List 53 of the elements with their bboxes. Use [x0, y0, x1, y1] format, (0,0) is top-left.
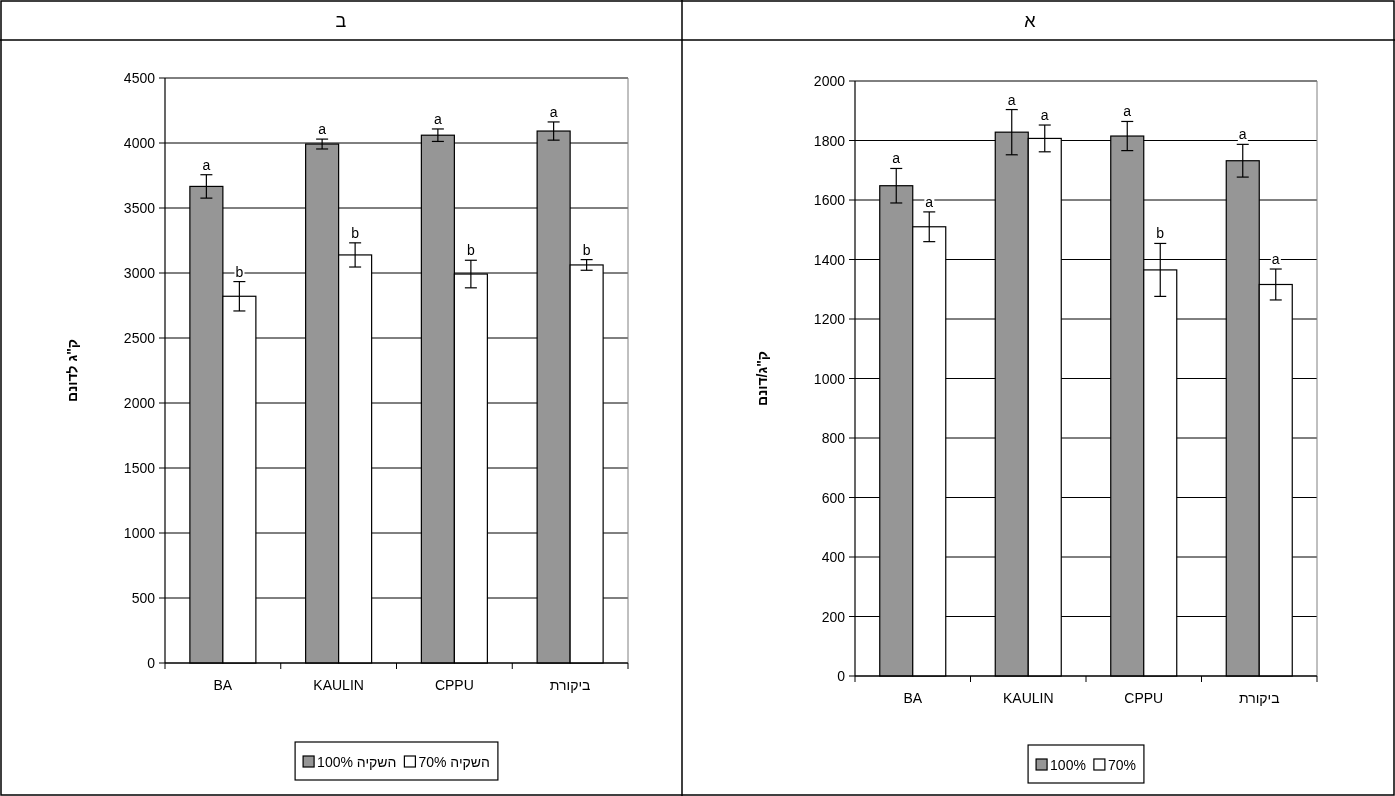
x-tick-label: ביקורת: [1238, 690, 1280, 706]
y-tick-label: 1000: [813, 370, 846, 387]
y-tick-label: 500: [131, 590, 156, 606]
y-tick-label: 1600: [813, 192, 846, 208]
data-label: a: [549, 103, 558, 120]
data-label: b: [235, 263, 244, 280]
y-tick-label: 1500: [123, 460, 156, 476]
legend-label: 70%: [1107, 757, 1136, 773]
y-axis-title: ק"ג לדונם: [64, 339, 80, 402]
data-label: a: [1040, 107, 1049, 124]
legend-label: השקיה 100%: [317, 754, 397, 770]
data-label: b: [582, 241, 591, 258]
y-tick-label: 600: [821, 489, 846, 506]
x-tick-label: KAULIN: [1002, 690, 1054, 706]
x-tick-label: CPPU: [1124, 690, 1164, 706]
data-label: a: [925, 193, 934, 210]
legend-label: 100%: [1050, 757, 1086, 773]
y-tick-label: 1800: [813, 132, 846, 149]
data-label: b: [466, 242, 475, 259]
y-tick-label: 1200: [813, 311, 846, 327]
data-label: a: [318, 121, 327, 138]
y-tick-label: 2000: [123, 395, 156, 411]
y-tick-label: 1000: [123, 525, 156, 541]
y-axis-title: ק"ג/דונם: [754, 351, 770, 406]
chart-title: ב: [335, 11, 347, 31]
chart-title: א: [1024, 11, 1037, 31]
data-label: a: [1007, 91, 1016, 108]
x-tick-label: ביקורת: [549, 677, 591, 693]
y-tick-label: 400: [821, 549, 846, 565]
y-tick-label: 2500: [123, 330, 156, 346]
y-tick-label: 3500: [123, 200, 156, 216]
y-tick-label: 4500: [123, 70, 156, 86]
data-label: a: [1238, 126, 1247, 143]
legend-label: השקיה 70%: [418, 754, 490, 770]
x-tick-label: KAULIN: [313, 677, 364, 693]
data-label: b: [1156, 225, 1165, 242]
y-tick-label: 800: [821, 430, 846, 446]
y-tick-label: 0: [837, 668, 846, 684]
data-label: b: [351, 224, 360, 241]
x-tick-label: BA: [903, 690, 923, 706]
data-label: a: [202, 156, 211, 173]
data-label: a: [1271, 251, 1280, 268]
data-label: a: [433, 110, 442, 127]
y-tick-label: 4000: [123, 135, 156, 151]
y-tick-label: 3000: [123, 265, 156, 281]
y-tick-label: 0: [147, 655, 156, 671]
x-tick-label: BA: [213, 677, 233, 693]
x-tick-label: CPPU: [434, 677, 474, 693]
y-tick-label: 2000: [813, 73, 846, 89]
data-label: a: [1123, 103, 1132, 120]
y-tick-label: 200: [821, 608, 846, 625]
data-label: a: [892, 150, 901, 167]
y-tick-label: 1400: [813, 251, 846, 268]
